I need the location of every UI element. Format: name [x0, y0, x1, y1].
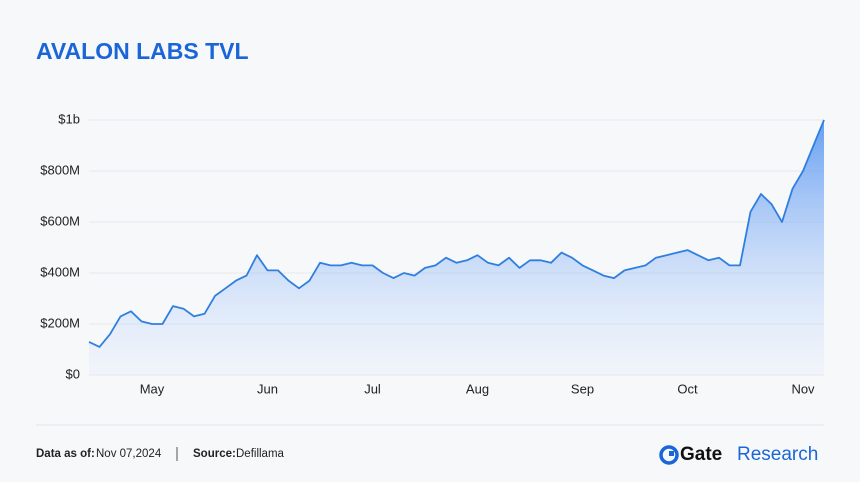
x-tick-label: Jul — [364, 381, 381, 396]
footer-source: Defillama — [236, 448, 285, 460]
logo-brand: Gate — [680, 444, 722, 465]
y-tick-label: $1b — [58, 111, 80, 126]
y-tick-label: $600M — [40, 213, 80, 228]
y-tick-label: $200M — [40, 315, 80, 330]
logo-icon-square — [669, 451, 674, 456]
footer-source-label: Source: — [193, 448, 236, 460]
logo: Gate Research — [659, 444, 818, 465]
logo-icon — [659, 445, 679, 465]
x-tick-label: May — [140, 381, 165, 396]
area — [89, 120, 824, 375]
line — [88, 119, 825, 348]
x-tick-label: Jun — [257, 381, 278, 396]
y-tick-label: $800M — [40, 162, 80, 177]
x-tick-label: Oct — [677, 381, 698, 396]
x-tick-label: Sep — [571, 381, 594, 396]
chart-title: AVALON LABS TVL — [36, 38, 249, 64]
y-tick-label: $400M — [40, 264, 80, 279]
x-tick-label: Nov — [791, 381, 815, 396]
footer-date-label: Data as of: — [36, 448, 95, 460]
y-tick-label: $0 — [66, 366, 80, 381]
logo-product: Research — [737, 444, 818, 465]
footer-date: Nov 07,2024 — [96, 448, 162, 460]
x-tick-label: Aug — [466, 381, 489, 396]
